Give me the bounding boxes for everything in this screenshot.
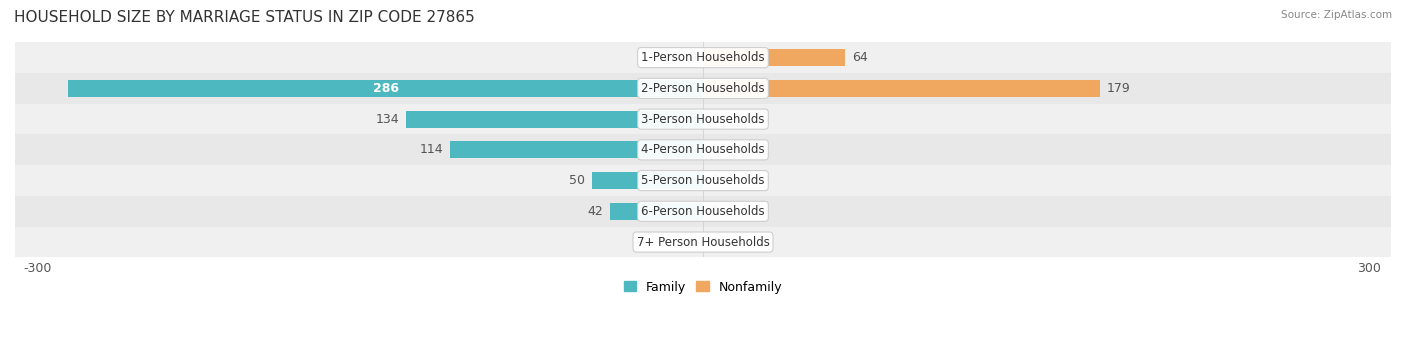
Bar bbox=[450, 142, 703, 158]
Text: 0: 0 bbox=[710, 174, 717, 187]
Bar bbox=[69, 80, 703, 97]
Bar bbox=[15, 42, 1391, 73]
Bar bbox=[15, 227, 1391, 257]
Text: Source: ZipAtlas.com: Source: ZipAtlas.com bbox=[1281, 10, 1392, 20]
Text: HOUSEHOLD SIZE BY MARRIAGE STATUS IN ZIP CODE 27865: HOUSEHOLD SIZE BY MARRIAGE STATUS IN ZIP… bbox=[14, 10, 475, 25]
Bar bbox=[703, 49, 845, 66]
Text: 0: 0 bbox=[710, 113, 717, 125]
Bar bbox=[592, 172, 703, 189]
Text: 5-Person Households: 5-Person Households bbox=[641, 174, 765, 187]
Text: 64: 64 bbox=[852, 51, 868, 64]
Bar bbox=[405, 111, 703, 128]
Text: 134: 134 bbox=[375, 113, 399, 125]
Text: 0: 0 bbox=[689, 236, 696, 249]
Text: 6-Person Households: 6-Person Households bbox=[641, 205, 765, 218]
Bar bbox=[15, 73, 1391, 104]
Bar bbox=[15, 104, 1391, 134]
Bar bbox=[15, 134, 1391, 165]
Text: 0: 0 bbox=[689, 51, 696, 64]
Text: 42: 42 bbox=[588, 205, 603, 218]
Bar bbox=[703, 80, 1101, 97]
Text: 7+ Person Households: 7+ Person Households bbox=[637, 236, 769, 249]
Bar bbox=[15, 196, 1391, 227]
Bar bbox=[15, 165, 1391, 196]
Text: 179: 179 bbox=[1107, 82, 1130, 95]
Text: 0: 0 bbox=[710, 236, 717, 249]
Text: 50: 50 bbox=[569, 174, 585, 187]
Text: 4-Person Households: 4-Person Households bbox=[641, 143, 765, 157]
Text: 2-Person Households: 2-Person Households bbox=[641, 82, 765, 95]
Bar bbox=[610, 203, 703, 220]
Legend: Family, Nonfamily: Family, Nonfamily bbox=[619, 276, 787, 298]
Text: 114: 114 bbox=[420, 143, 443, 157]
Text: 3-Person Households: 3-Person Households bbox=[641, 113, 765, 125]
Text: 0: 0 bbox=[710, 143, 717, 157]
Text: 0: 0 bbox=[710, 205, 717, 218]
Text: 286: 286 bbox=[373, 82, 399, 95]
Text: 1-Person Households: 1-Person Households bbox=[641, 51, 765, 64]
